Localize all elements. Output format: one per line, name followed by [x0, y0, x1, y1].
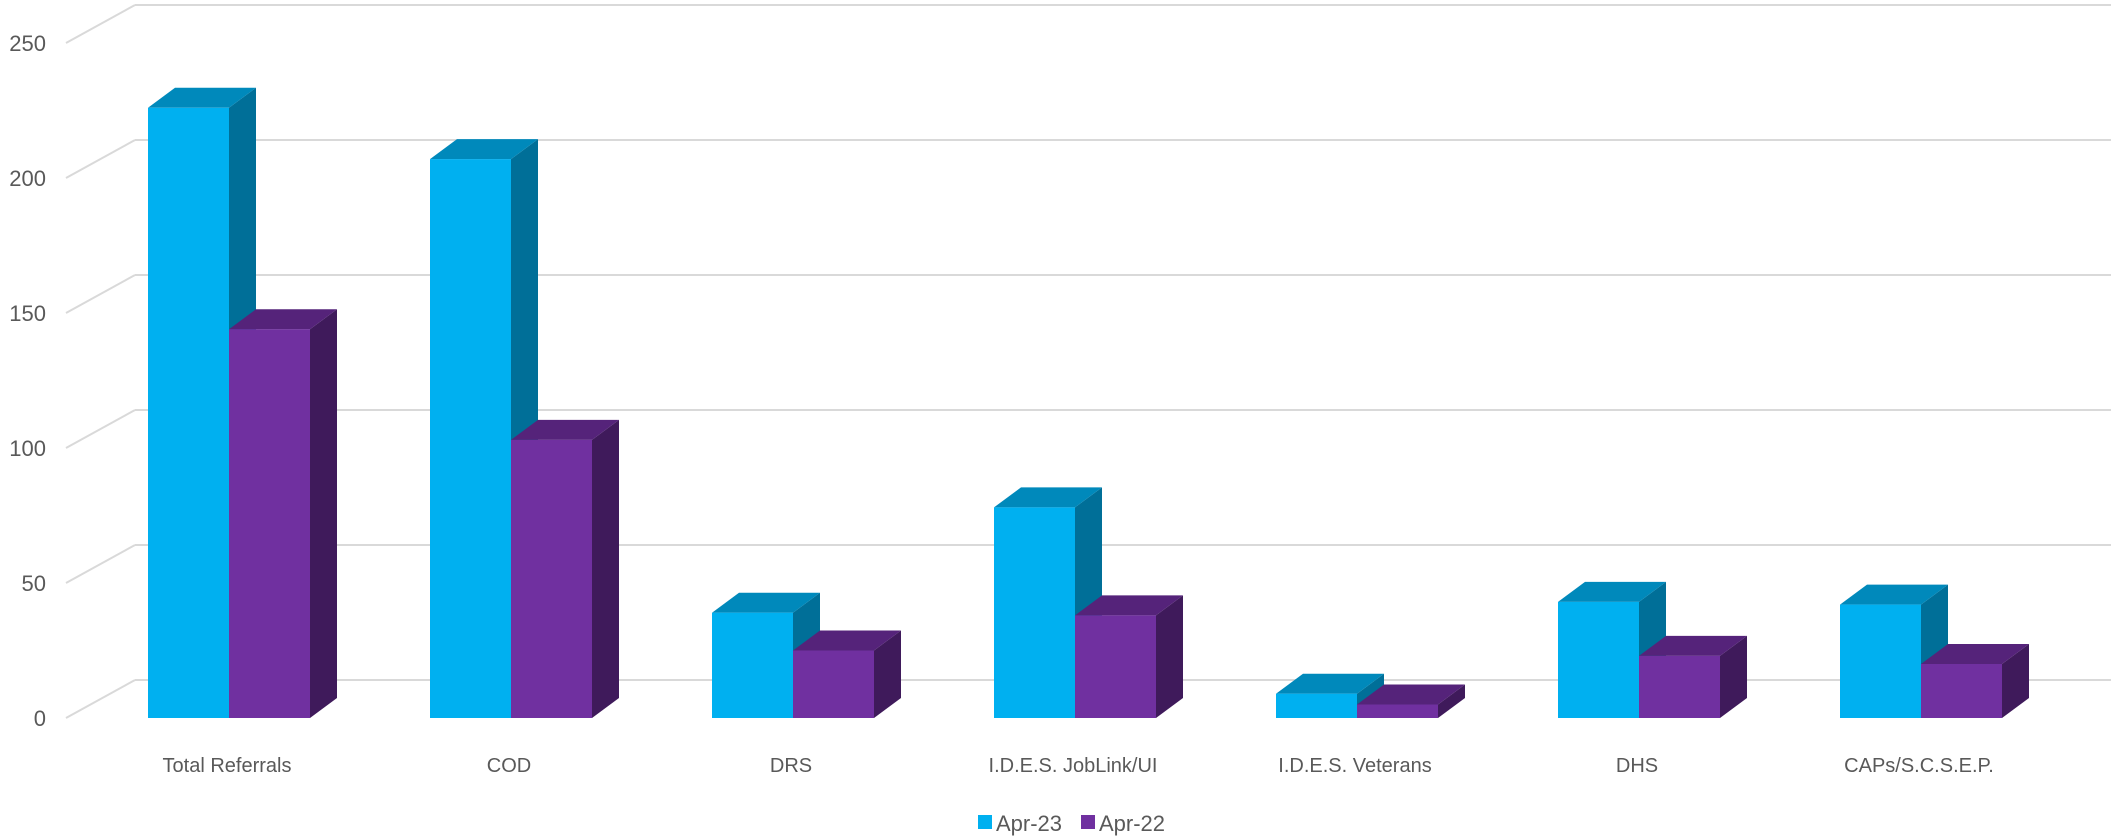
bar-apr-23 — [1558, 581, 1666, 718]
bar-side — [2002, 644, 2029, 718]
bar-top — [511, 419, 619, 440]
bar-front — [430, 159, 511, 719]
bar-front — [1357, 704, 1438, 718]
category-labels: Total Referrals COD DRS I.D.E.S. JobLink/UI… — [163, 755, 1994, 777]
x-tick-label: COD — [487, 755, 531, 777]
bar-top — [1840, 584, 1948, 605]
bar-front — [712, 612, 793, 718]
bar-front — [1639, 655, 1720, 718]
bar-apr-22 — [1921, 644, 2029, 718]
bar-front — [1840, 604, 1921, 718]
bar-top — [1921, 644, 2029, 664]
gridline-depth — [65, 4, 136, 44]
y-tick-label: 100 — [9, 436, 46, 461]
bar-apr-22 — [1639, 635, 1747, 718]
y-tick-label: 50 — [22, 571, 46, 596]
gridline-depth — [65, 139, 136, 179]
bar-top — [1558, 581, 1666, 602]
bar-front — [994, 507, 1075, 718]
gridline-depth — [65, 544, 136, 584]
y-tick-label: 250 — [9, 31, 46, 56]
legend-label: Apr-23 — [996, 811, 1062, 836]
bars — [148, 87, 2029, 719]
bar-side — [310, 309, 337, 718]
bar-top — [430, 139, 538, 160]
y-tick-label: 0 — [34, 706, 46, 731]
x-tick-label: I.D.E.S. JobLink/UI — [989, 755, 1158, 777]
bar-top — [1639, 635, 1747, 656]
bar-apr-22 — [511, 419, 619, 718]
bar-side — [1720, 635, 1747, 718]
bar-side — [874, 630, 901, 718]
bar-side — [1156, 595, 1183, 718]
bar-side — [592, 419, 619, 718]
bar-apr-22 — [1075, 595, 1183, 718]
x-tick-label: CAPs/S.C.S.E.P. — [1844, 755, 1994, 777]
bar-top — [229, 309, 337, 330]
bar-apr-22 — [793, 630, 901, 718]
bar-top — [148, 87, 256, 108]
legend-label: Apr-22 — [1099, 811, 1165, 836]
bar-front — [1558, 601, 1639, 718]
gridline-depth — [65, 409, 136, 449]
legend-item: Apr-23 — [978, 811, 1062, 836]
bar-front — [1921, 664, 2002, 718]
bar-apr-22 — [1357, 684, 1465, 718]
bar-front — [793, 650, 874, 718]
y-tick-label: 150 — [9, 301, 46, 326]
gridline-depth — [65, 274, 136, 314]
legend-swatch — [978, 815, 992, 829]
bar-front — [1276, 693, 1357, 718]
bar-top — [712, 592, 820, 613]
legend-item: Apr-22 — [1081, 811, 1165, 836]
x-tick-label: DRS — [770, 755, 812, 777]
bar-front — [511, 439, 592, 718]
legend: Apr-23 Apr-22 — [978, 811, 1165, 836]
x-tick-label: I.D.E.S. Veterans — [1278, 755, 1431, 777]
y-axis: 0 50 100 150 200 250 — [9, 31, 46, 731]
bar-top — [994, 487, 1102, 508]
bar-front — [1075, 615, 1156, 718]
bar-side — [1438, 684, 1465, 718]
x-tick-label: Total Referrals — [163, 755, 292, 777]
bar-top — [1276, 673, 1384, 694]
legend-swatch — [1081, 815, 1095, 829]
bar-top — [1075, 595, 1183, 616]
bar-apr-22 — [229, 309, 337, 718]
bar-front — [148, 107, 229, 719]
gridline-depth — [65, 679, 136, 719]
bar-top — [1357, 684, 1465, 705]
x-tick-label: DHS — [1616, 755, 1658, 777]
bar-front — [229, 329, 310, 718]
bar-top — [793, 630, 901, 651]
bar-apr-23 — [1840, 584, 1948, 718]
y-tick-label: 200 — [9, 166, 46, 191]
